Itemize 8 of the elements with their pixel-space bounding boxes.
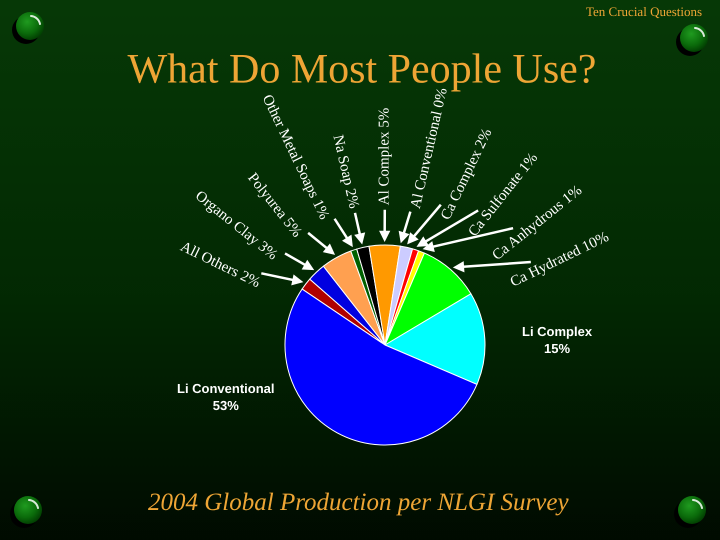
text: Ten Crucial Questions (586, 4, 702, 19)
text: 2004 Global Production per NLGI Survey (148, 489, 570, 516)
slice-label: Li Conventional (177, 381, 274, 396)
data-label: 53% (212, 398, 240, 413)
slice-label: Li Complex (522, 324, 593, 339)
slice-label: Na Soap 2% (329, 133, 362, 210)
slice-label: Al Complex 5% (376, 108, 393, 206)
data-label: 15% (544, 340, 570, 356)
